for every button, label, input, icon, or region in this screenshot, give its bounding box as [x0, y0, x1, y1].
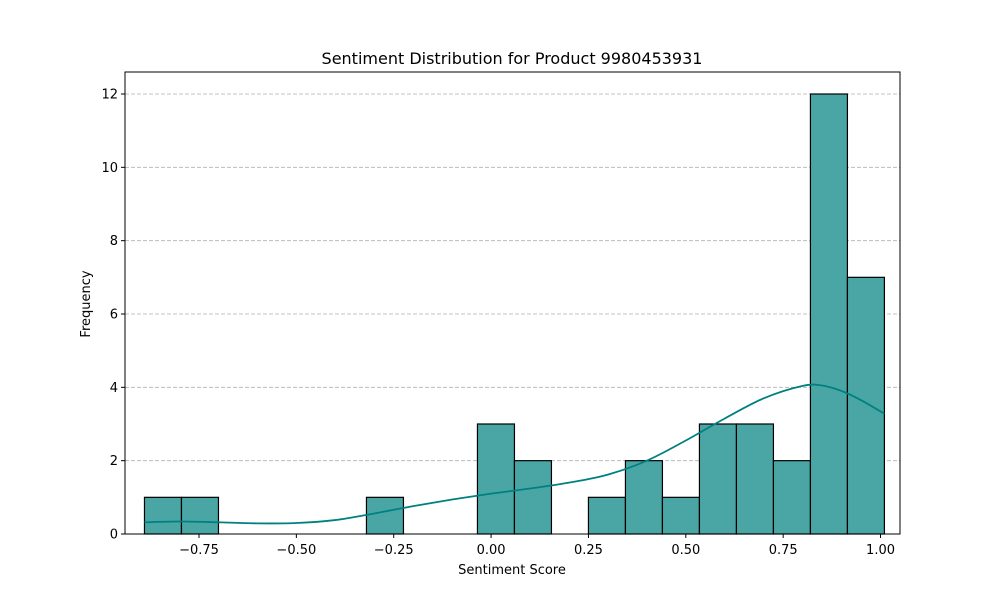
histogram-bar: [772, 460, 812, 535]
y-axis: 0 2 4 6 8 10 12: [101, 88, 125, 543]
y-tick-label: 4: [110, 381, 118, 396]
histogram-bar: [735, 423, 775, 535]
histogram-bar: [809, 93, 849, 535]
y-tick-label: 6: [110, 308, 118, 323]
histogram-bar: [513, 460, 553, 535]
x-tick-label: 0.75: [769, 543, 798, 558]
kde-curve: [144, 383, 885, 525]
y-tick-label: 8: [110, 234, 118, 249]
x-axis: −0.75 −0.50 −0.25 0.00 0.25 0.50 0.75 1.00: [179, 534, 895, 558]
y-tick-label: 2: [110, 454, 118, 469]
x-tick-label: 0.00: [477, 543, 506, 558]
x-tick-label: 1.00: [866, 543, 895, 558]
y-tick-label: 0: [110, 528, 118, 543]
kde-curve-layer: [144, 383, 885, 525]
y-tick-label: 12: [101, 88, 118, 103]
x-tick-label: 0.25: [574, 543, 603, 558]
y-tick-label: 10: [101, 161, 118, 176]
histogram-bars: [143, 93, 886, 535]
chart-title: Sentiment Distribution for Product 99804…: [322, 49, 703, 68]
histogram-bar: [698, 423, 738, 535]
histogram-bar: [661, 496, 701, 535]
histogram-bar: [143, 496, 183, 535]
x-tick-label: −0.50: [276, 543, 316, 558]
x-tick-label: −0.25: [374, 543, 414, 558]
histogram-bar: [846, 276, 886, 535]
grid-lines: [125, 93, 900, 462]
x-axis-label: Sentiment Score: [458, 563, 566, 578]
histogram-bar: [624, 460, 664, 535]
plot-area-frame: [124, 71, 901, 535]
histogram-bar: [476, 423, 516, 535]
histogram-bar: [365, 496, 405, 535]
histogram-bar: [180, 496, 220, 535]
x-tick-label: 0.50: [671, 543, 700, 558]
y-axis-label: Frequency: [79, 270, 94, 337]
histogram-bar: [587, 496, 627, 535]
x-tick-label: −0.75: [179, 543, 219, 558]
